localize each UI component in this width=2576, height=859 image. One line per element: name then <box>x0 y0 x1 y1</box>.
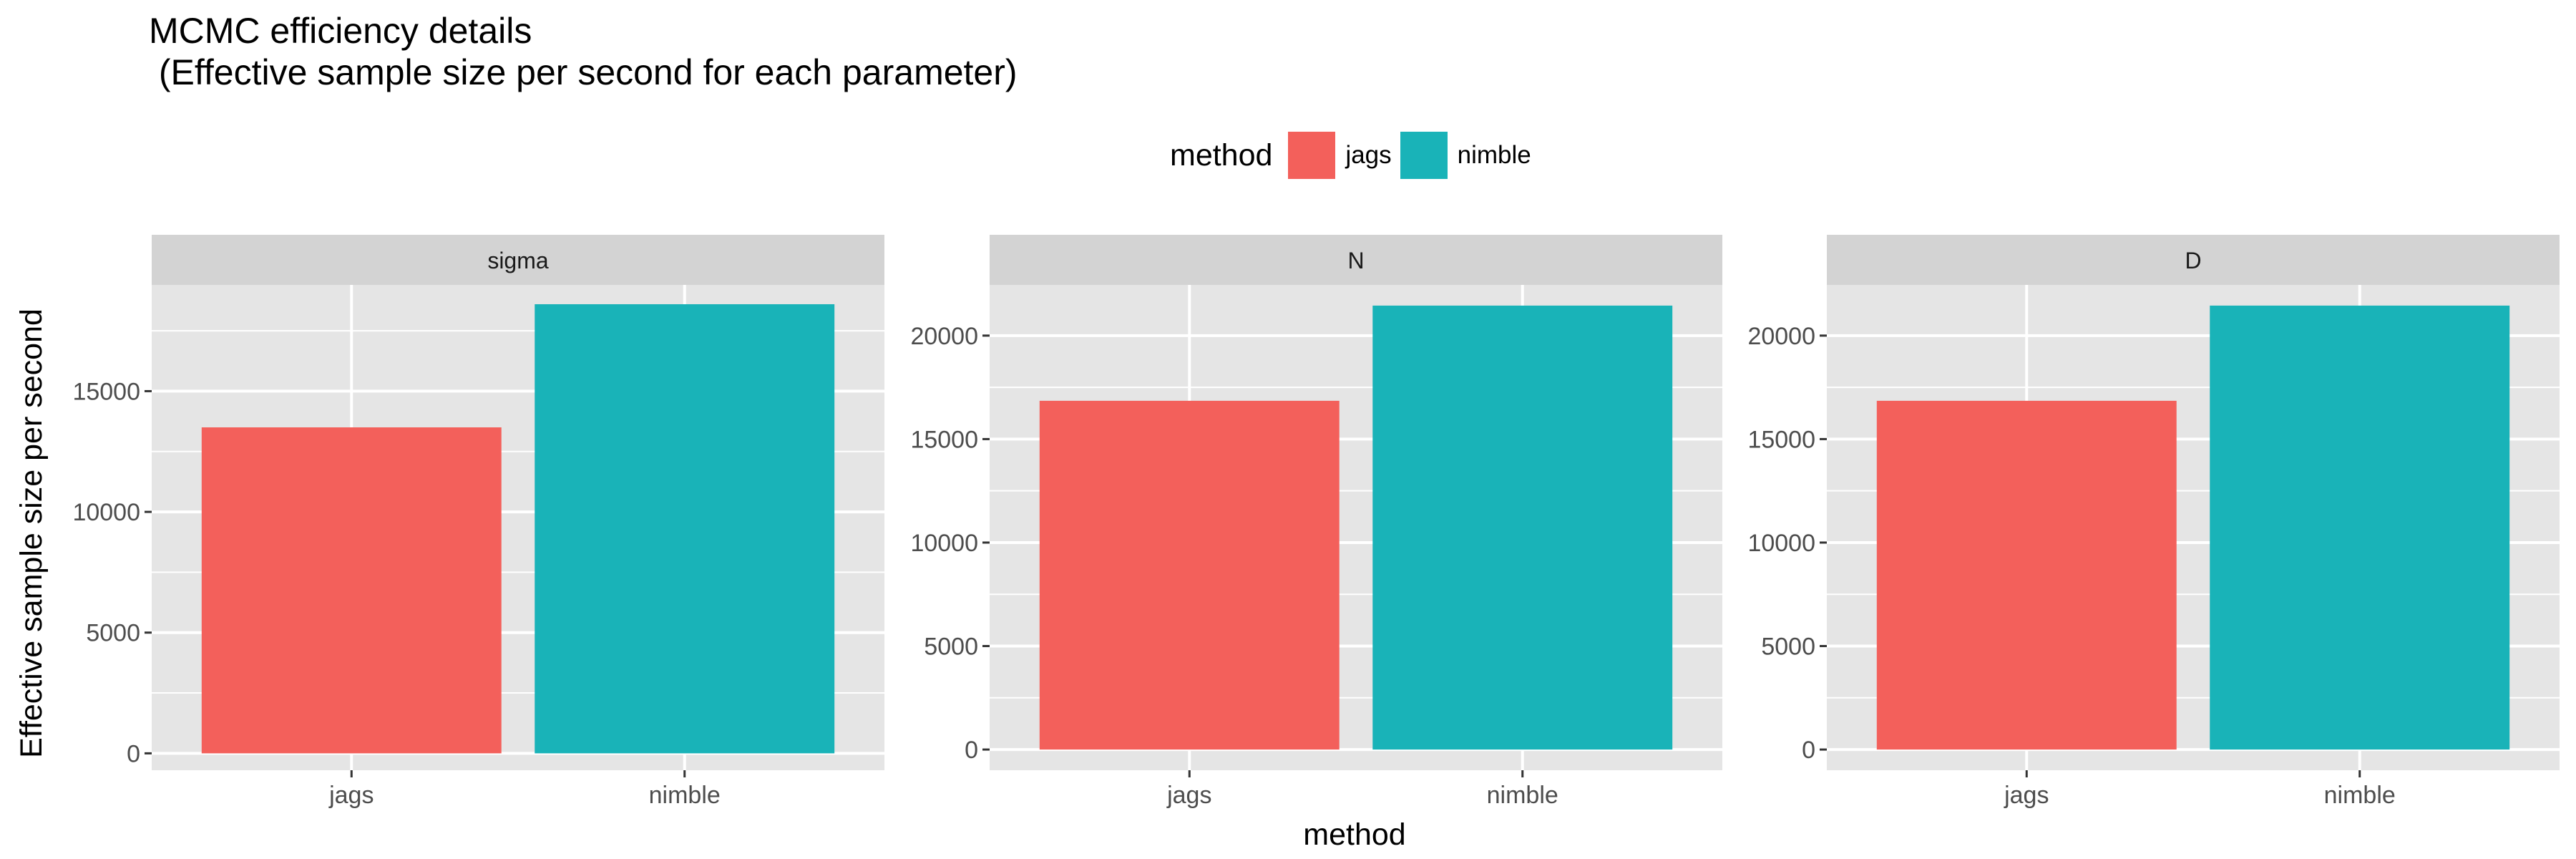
facet-sigma: sigma 0 5000 10000 15000 jags nimble <box>72 235 884 809</box>
facet-strip-label: N <box>1347 248 1364 273</box>
bar-D-nimble <box>2210 305 2510 750</box>
y-tick-label: 5000 <box>1761 634 1815 661</box>
x-tick-label: jags <box>1166 782 1211 809</box>
bar-N-jags <box>1039 400 1340 750</box>
legend-label-nimble: nimble <box>1457 141 1531 169</box>
y-tick-label: 20000 <box>910 323 978 350</box>
x-tick-label: nimble <box>649 782 721 809</box>
x-tick-label: jags <box>328 782 374 809</box>
legend-key-jags <box>1288 132 1336 179</box>
bar-sigma-jags <box>201 427 502 754</box>
y-tick-label: 20000 <box>1747 323 1815 350</box>
y-tick-label: 0 <box>1802 737 1815 764</box>
legend-item-jags: jags <box>1288 132 1392 179</box>
facet-strip <box>990 235 1722 285</box>
bar-D-jags <box>1876 400 2177 750</box>
legend-item-nimble: nimble <box>1400 132 1531 179</box>
x-tick-label: nimble <box>2324 782 2396 809</box>
y-tick-label: 15000 <box>910 426 978 453</box>
y-tick-label: 15000 <box>72 378 140 405</box>
facet-N: N 0 5000 10000 15000 20000 jags nimble <box>910 235 1722 809</box>
x-tick-label: nimble <box>1487 782 1558 809</box>
chart-title: MCMC efficiency details (Effective sampl… <box>149 11 1018 92</box>
y-tick-label: 0 <box>965 737 978 764</box>
y-tick-label: 10000 <box>72 499 140 526</box>
legend: method jags nimble <box>1170 130 1540 180</box>
x-axis-title: method <box>1303 817 1405 852</box>
facet-strip-label: D <box>2185 248 2201 273</box>
facet-strip <box>152 235 884 285</box>
y-tick-label: 5000 <box>924 634 978 661</box>
legend-label-jags: jags <box>1345 141 1392 169</box>
y-tick-label: 10000 <box>910 530 978 557</box>
y-tick-label: 0 <box>127 740 140 767</box>
bar-sigma-nimble <box>535 304 835 754</box>
x-tick-label: jags <box>2004 782 2049 809</box>
facet-D: D 0 5000 10000 15000 20000 jags nimble <box>1747 235 2560 809</box>
legend-key-nimble <box>1400 132 1448 179</box>
y-tick-label: 5000 <box>86 620 140 647</box>
y-axis-title: Effective sample size per second <box>14 309 49 758</box>
bar-N-nimble <box>1372 305 1673 750</box>
y-tick-label: 10000 <box>1747 530 1815 557</box>
y-tick-label: 15000 <box>1747 426 1815 453</box>
legend-title: method <box>1170 137 1273 173</box>
facet-strip-label: sigma <box>487 248 549 273</box>
facet-strip <box>1827 235 2560 285</box>
